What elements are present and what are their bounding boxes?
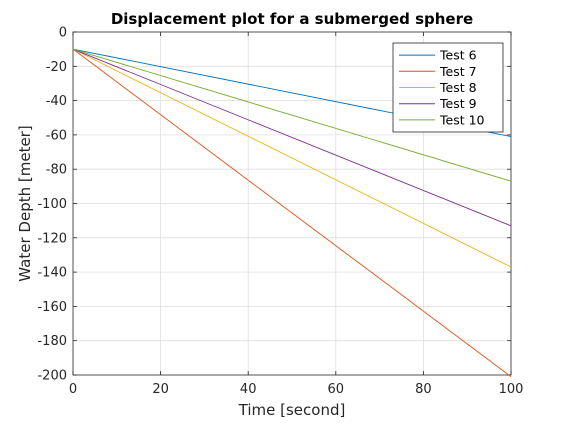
y-tick-label: -200 xyxy=(37,369,67,384)
legend-label: Test 7 xyxy=(439,64,477,79)
y-tick-label: -160 xyxy=(37,300,67,315)
x-tick-label: 40 xyxy=(240,382,257,397)
chart-title: Displacement plot for a submerged sphere xyxy=(111,10,473,28)
y-axis-title: Water Depth [meter] xyxy=(16,125,34,281)
series-line-test-8 xyxy=(72,48,512,268)
y-tick-label: -140 xyxy=(37,266,67,281)
y-tick-label: -100 xyxy=(37,197,67,212)
legend-label: Test 8 xyxy=(439,80,477,95)
y-tick-label: -20 xyxy=(46,60,67,75)
y-tick-label: -60 xyxy=(46,128,67,143)
x-tick-label: 80 xyxy=(415,382,432,397)
y-tick-label: -40 xyxy=(46,94,67,109)
series-line-test-9 xyxy=(72,48,512,227)
y-tick-label: -180 xyxy=(37,334,67,349)
grid-lines xyxy=(73,32,511,375)
series-line-test-10 xyxy=(72,48,512,182)
series-line-test-7 xyxy=(72,48,512,378)
legend-label: Test 10 xyxy=(439,112,485,127)
y-tick-label: 0 xyxy=(59,26,67,41)
x-tick-label: 60 xyxy=(328,382,345,397)
axis-ticks: 0 20 40 60 80 100 0 -20 -40 -60 -80 -100 -120 -140 -16… xyxy=(37,26,523,398)
legend-label: Test 9 xyxy=(439,96,477,111)
legend-label: Test 6 xyxy=(439,48,477,63)
x-tick-label: 100 xyxy=(499,382,524,397)
x-tick-label: 20 xyxy=(152,382,169,397)
y-tick-label: -80 xyxy=(46,163,67,178)
x-tick-label: 0 xyxy=(69,382,77,397)
x-axis-title: Time [second] xyxy=(238,401,346,419)
y-tick-label: -120 xyxy=(37,231,67,246)
